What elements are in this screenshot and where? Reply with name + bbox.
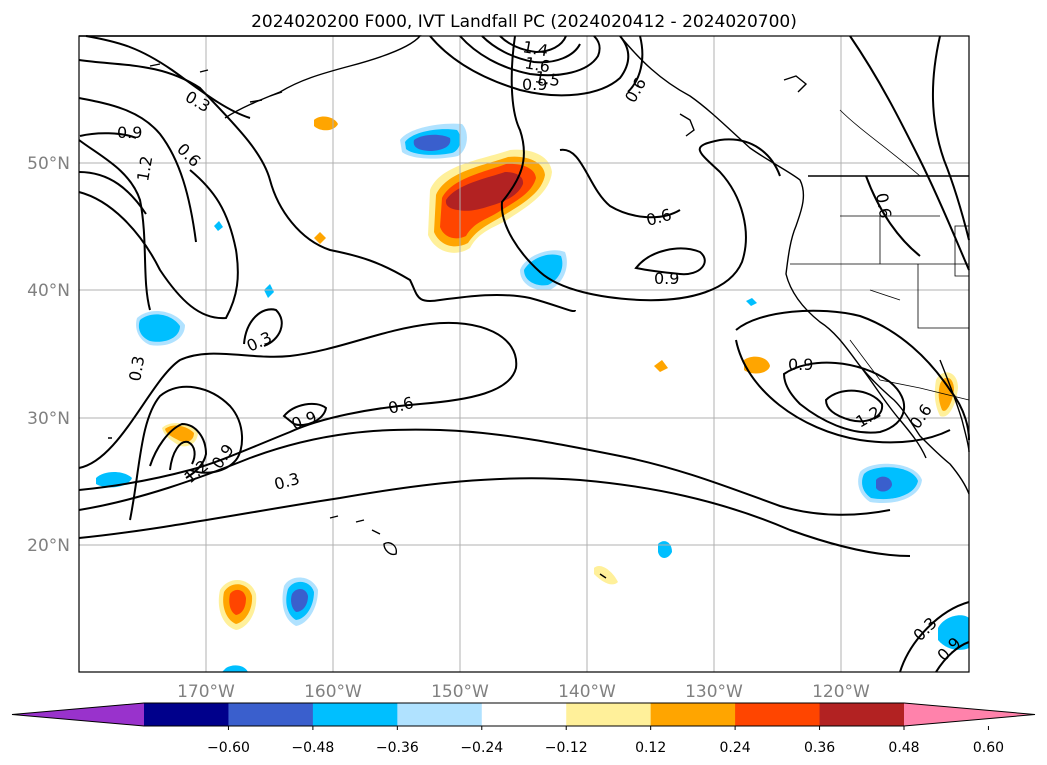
colorbar-tick-label: 0.24 <box>720 740 751 756</box>
contour-label: 0.6 <box>872 191 895 219</box>
figure-title: 2024020200 F000, IVT Landfall PC (202402… <box>251 12 797 32</box>
lat-label: 30°N <box>27 409 70 429</box>
colorbar-tick-label: 0.12 <box>635 740 666 756</box>
lon-label: 160°W <box>304 682 362 702</box>
lat-label: 40°N <box>27 281 70 301</box>
political-borders <box>790 109 970 401</box>
lon-label: 150°W <box>431 682 489 702</box>
contour-label: 1.4 <box>521 37 549 60</box>
colorbar-extend-high <box>904 703 1035 726</box>
colorbar-tick-label: −0.24 <box>460 740 503 756</box>
lon-label: 140°W <box>558 682 616 702</box>
contour-label: 1.5 <box>533 67 561 90</box>
colorbar-bin <box>819 703 905 726</box>
colorbar-extend-low <box>12 703 144 726</box>
lon-label: 120°W <box>812 682 870 702</box>
colorbar-tick-label: 0.36 <box>804 740 835 756</box>
lon-label: 130°W <box>685 682 743 702</box>
lat-label: 50°N <box>27 154 70 174</box>
ivt-contours <box>78 35 970 673</box>
contour-label: 0.9 <box>654 269 679 288</box>
colorbar-bin <box>650 703 736 726</box>
lon-label: 170°W <box>177 682 235 702</box>
colorbar: −0.60 −0.48 −0.36 −0.24 −0.12 0.12 0.24 0.36 0.4… <box>11 702 1036 756</box>
colorbar-tick-label: 0.48 <box>888 740 919 756</box>
coastlines <box>79 35 970 579</box>
colorbar-bin <box>312 703 398 726</box>
longitude-labels: 170°W 160°W 150°W 140°W 130°W 120°W <box>177 682 870 702</box>
map-panel: 0.3 0.9 0.6 1.2 0.3 0.3 0.9 0.6 0.3 1.2 … <box>78 35 970 673</box>
colorbar-tick-label: −0.60 <box>207 740 250 756</box>
contour-label: 1.2 <box>133 154 156 182</box>
colorbar-tick-label: −0.48 <box>291 740 334 756</box>
colorbar-bin <box>228 703 314 726</box>
colorbar-bin <box>566 703 652 726</box>
contour-label: 1.6 <box>523 53 551 76</box>
contour-label: 0.3 <box>125 354 148 382</box>
colorbar-tick-label: 0.60 <box>973 740 1004 756</box>
contour-label: 0.9 <box>788 355 813 374</box>
graticule <box>79 36 969 672</box>
colorbar-tick-label: −0.36 <box>376 740 419 756</box>
colorbar-tick-label: −0.12 <box>545 740 588 756</box>
contour-label: 0.9 <box>522 75 547 94</box>
lat-label: 20°N <box>27 536 70 556</box>
latitude-labels: 50°N 40°N 30°N 20°N <box>27 154 70 556</box>
colorbar-bin <box>735 703 821 726</box>
contour-label: 0.9 <box>117 123 142 142</box>
colorbar-bin <box>481 703 567 726</box>
colorbar-bin <box>397 703 483 726</box>
colorbar-bin <box>144 703 229 726</box>
colorbar-outline <box>11 702 1036 727</box>
